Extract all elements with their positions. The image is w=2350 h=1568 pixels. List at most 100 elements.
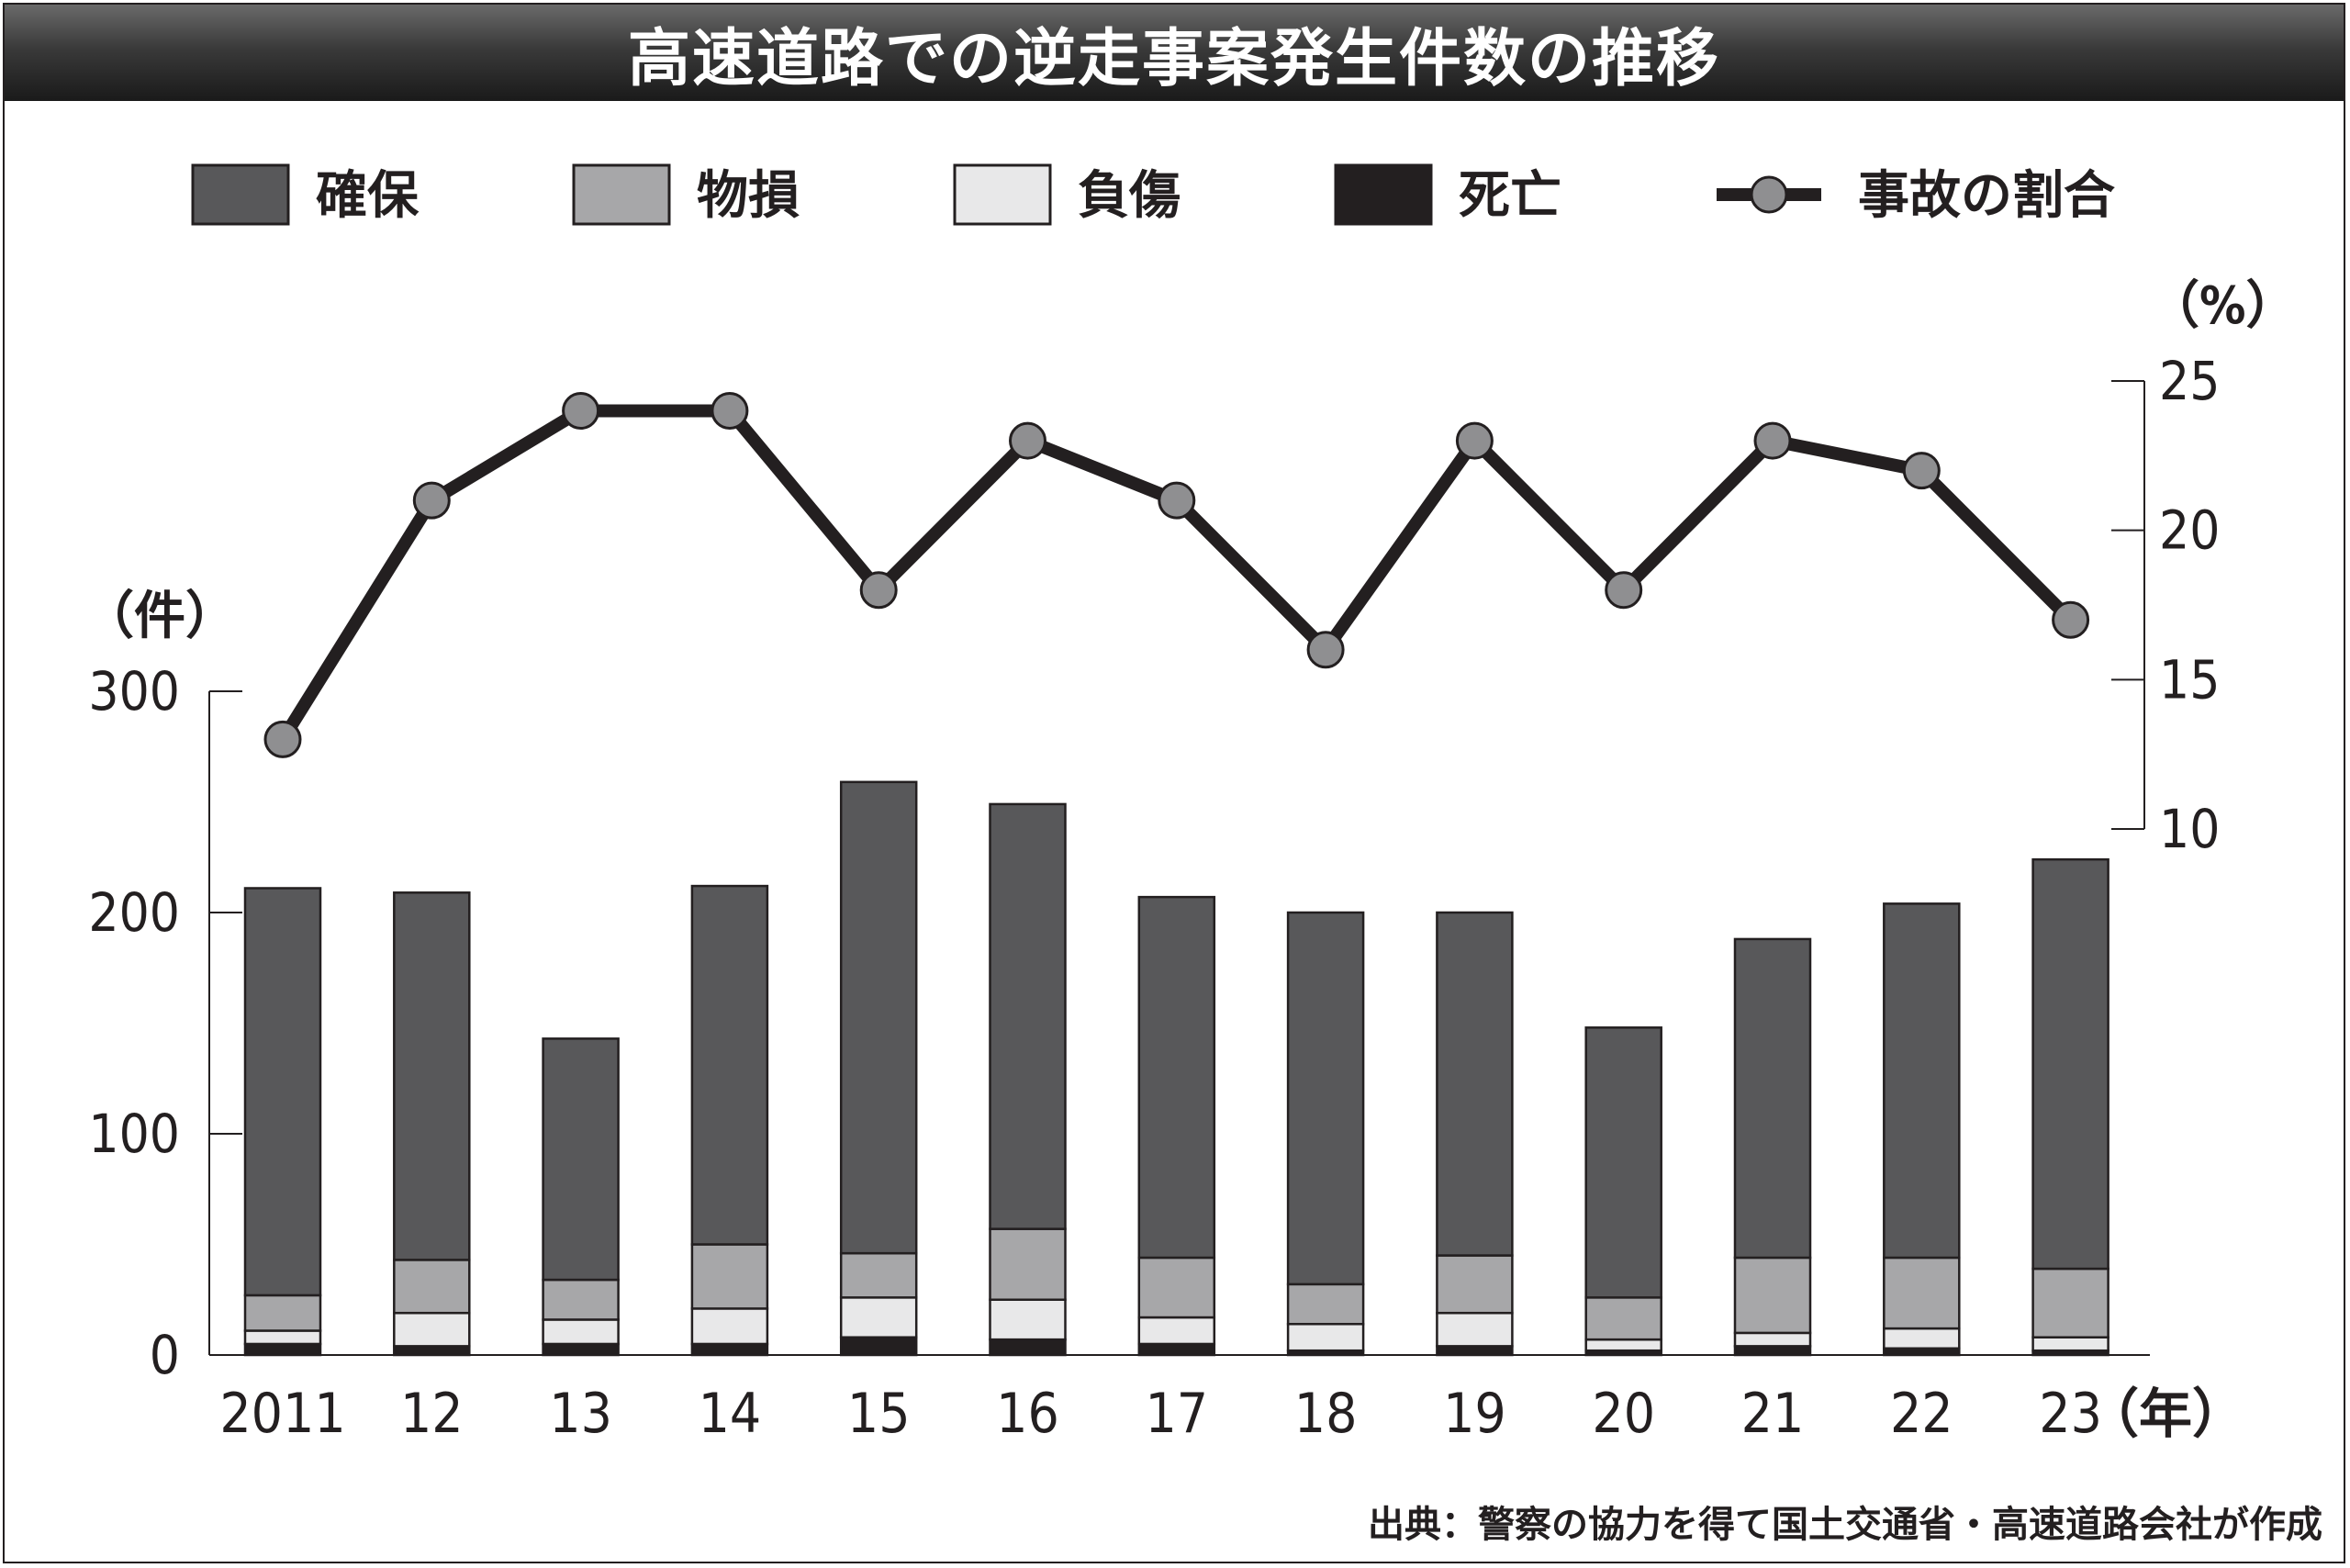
x-tick-label-17: 17 xyxy=(1145,1382,1208,1446)
ratio-point-23 xyxy=(2052,600,2090,639)
bar-死亡-13 xyxy=(542,1342,620,1357)
ratio-point-15 xyxy=(859,571,898,610)
bar-負傷-17 xyxy=(1137,1316,1216,1346)
x-tick-label-18: 18 xyxy=(1294,1382,1358,1446)
legend-label-1: 物損 xyxy=(697,166,800,226)
legend-label-4: 事故の割合 xyxy=(1858,166,2115,226)
bar-確保-18 xyxy=(1286,911,1365,1286)
bar-確保-2011 xyxy=(243,887,322,1297)
bar-死亡-15 xyxy=(839,1336,918,1357)
ratio-point-22 xyxy=(1902,452,1941,490)
bar-物損-14 xyxy=(690,1243,769,1310)
bar-負傷-14 xyxy=(690,1307,769,1346)
bar-物損-12 xyxy=(393,1259,471,1315)
bar-死亡-16 xyxy=(989,1338,1067,1357)
bar-死亡-21 xyxy=(1733,1345,1812,1357)
source-note: 出典：警察の協力を得て国土交通省・高速道路会社が作成 xyxy=(1368,1504,2322,1546)
legend-label-3: 死亡 xyxy=(1459,166,1561,226)
bar-死亡-17 xyxy=(1137,1342,1216,1357)
chart-frame xyxy=(3,3,2345,1563)
x-tick-label-19: 19 xyxy=(1443,1382,1506,1446)
bar-確保-14 xyxy=(690,884,769,1246)
bar-負傷-20 xyxy=(1584,1338,1662,1352)
legend-marker-sample xyxy=(1750,175,1788,214)
right-tick-label-3: 25 xyxy=(2159,350,2220,412)
legend-swatch-0 xyxy=(191,163,290,226)
bar-負傷-23 xyxy=(2031,1336,2109,1352)
bar-負傷-22 xyxy=(1883,1327,1961,1350)
bar-物損-2011 xyxy=(243,1294,322,1332)
legend-swatch-3 xyxy=(1334,163,1433,226)
bar-確保-13 xyxy=(542,1037,620,1282)
bar-物損-17 xyxy=(1137,1256,1216,1319)
ratio-point-16 xyxy=(1009,421,1046,460)
right-axis-unit: （%） xyxy=(2148,276,2297,336)
x-tick-label-16: 16 xyxy=(996,1382,1059,1446)
bar-負傷-19 xyxy=(1436,1311,1514,1348)
ratio-point-12 xyxy=(412,481,451,520)
ratio-point-20 xyxy=(1605,571,1643,610)
bar-確保-15 xyxy=(839,780,918,1255)
bar-物損-22 xyxy=(1883,1256,1961,1330)
x-tick-label-13: 13 xyxy=(549,1382,612,1446)
x-axis-unit: （年） xyxy=(2086,1383,2245,1445)
ratio-point-2011 xyxy=(263,720,302,758)
legend-label-0: 確保 xyxy=(316,166,420,226)
bar-確保-17 xyxy=(1137,895,1216,1260)
bar-確保-20 xyxy=(1584,1026,1662,1299)
bar-物損-23 xyxy=(2031,1267,2109,1338)
left-tick-label-0: 0 xyxy=(150,1324,180,1386)
bar-負傷-15 xyxy=(839,1296,918,1338)
bar-物損-18 xyxy=(1286,1282,1365,1326)
ratio-point-18 xyxy=(1306,631,1345,669)
right-tick-label-1: 15 xyxy=(2159,648,2220,711)
title-bar: 高速道路での逆走事案発生件数の推移 xyxy=(5,5,2344,101)
ratio-point-19 xyxy=(1455,421,1494,460)
x-tick-label-20: 20 xyxy=(1592,1382,1655,1446)
bar-物損-20 xyxy=(1584,1296,1662,1341)
x-tick-label-21: 21 xyxy=(1741,1382,1805,1446)
right-tick-label-2: 20 xyxy=(2159,499,2220,562)
bar-確保-19 xyxy=(1436,911,1514,1257)
bar-確保-21 xyxy=(1733,937,1812,1260)
right-tick-label-0: 10 xyxy=(2159,798,2220,860)
left-axis-unit: （件） xyxy=(83,587,237,646)
bar-負傷-18 xyxy=(1286,1323,1365,1352)
x-tick-label-2011: 2011 xyxy=(219,1382,345,1446)
bar-確保-12 xyxy=(393,891,471,1261)
x-tick-label-22: 22 xyxy=(1890,1382,1953,1446)
ratio-point-14 xyxy=(711,392,749,431)
ratio-line xyxy=(277,404,2076,744)
bar-物損-15 xyxy=(839,1251,918,1299)
x-tick-label-12: 12 xyxy=(400,1382,464,1446)
bar-確保-23 xyxy=(2031,857,2109,1271)
bar-確保-22 xyxy=(1883,902,1961,1260)
bar-物損-21 xyxy=(1733,1256,1812,1335)
bar-負傷-2011 xyxy=(243,1329,322,1346)
bar-死亡-19 xyxy=(1436,1345,1514,1357)
bar-負傷-13 xyxy=(542,1318,620,1346)
bar-死亡-2011 xyxy=(243,1342,322,1357)
bar-死亡-12 xyxy=(393,1345,471,1357)
x-tick-label-23: 23 xyxy=(2039,1382,2102,1446)
bar-確保-16 xyxy=(989,802,1067,1230)
legend-swatch-2 xyxy=(953,163,1052,226)
bar-物損-19 xyxy=(1436,1254,1514,1315)
ratio-point-21 xyxy=(1753,421,1792,460)
bar-負傷-21 xyxy=(1733,1331,1812,1348)
bar-負傷-12 xyxy=(393,1311,471,1348)
legend-swatch-1 xyxy=(572,163,671,226)
bar-負傷-16 xyxy=(989,1298,1067,1341)
left-tick-label-3: 300 xyxy=(88,660,180,722)
left-tick-label-2: 200 xyxy=(88,881,180,944)
left-tick-label-1: 100 xyxy=(88,1103,180,1165)
bar-物損-13 xyxy=(542,1278,620,1321)
bar-物損-16 xyxy=(989,1227,1067,1302)
ratio-point-17 xyxy=(1158,481,1196,520)
bar-死亡-14 xyxy=(690,1342,769,1357)
legend-label-2: 負傷 xyxy=(1078,166,1181,226)
x-tick-label-14: 14 xyxy=(699,1382,762,1446)
x-tick-label-15: 15 xyxy=(847,1382,911,1446)
chart-title: 高速道路での逆走事案発生件数の推移 xyxy=(627,23,1720,95)
